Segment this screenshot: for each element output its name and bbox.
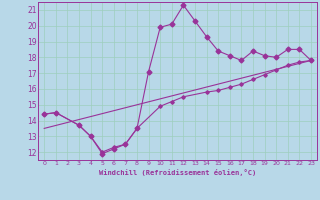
X-axis label: Windchill (Refroidissement éolien,°C): Windchill (Refroidissement éolien,°C) bbox=[99, 169, 256, 176]
